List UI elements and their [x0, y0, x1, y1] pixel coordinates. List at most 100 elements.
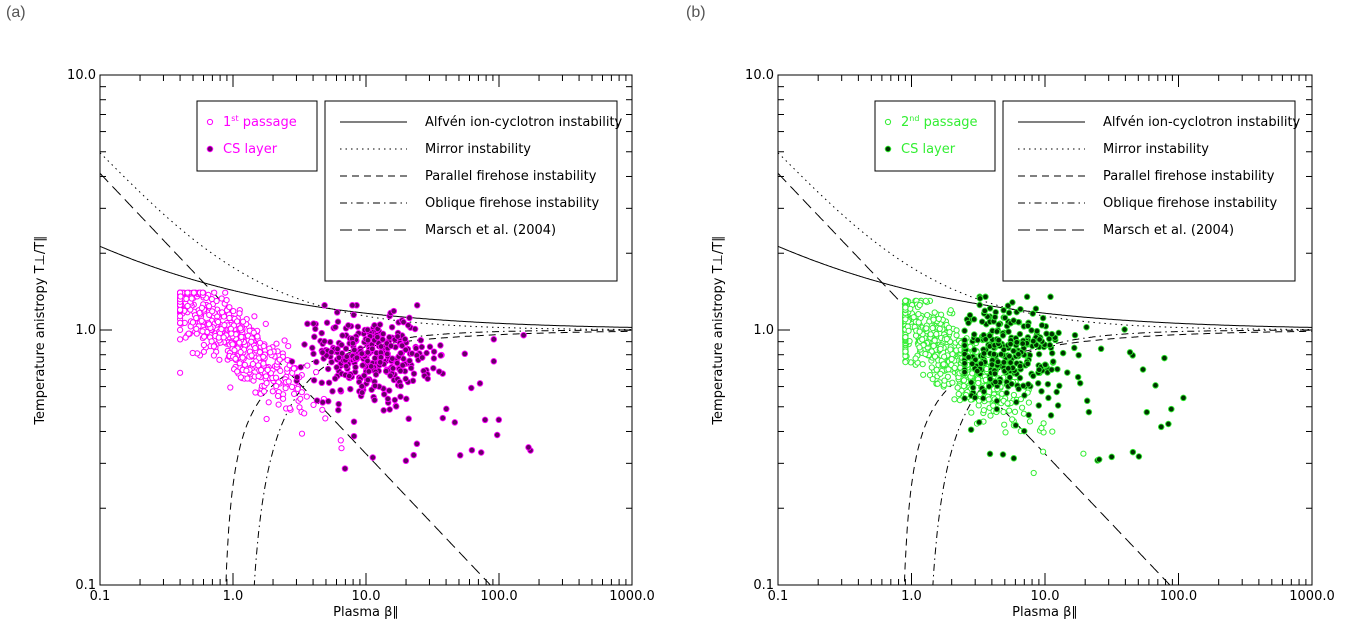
cs-layer-point: [1038, 388, 1045, 395]
cs-layer-point: [384, 395, 392, 403]
legend-points-box: [196, 100, 318, 172]
cs-layer-point: [410, 451, 417, 459]
cs-layer-point: [293, 374, 301, 381]
passage-point: [185, 330, 192, 337]
passage-point: [297, 395, 304, 402]
cs-layer-point: [493, 431, 501, 439]
cs-layer-point: [997, 351, 1005, 358]
cs-layer-point: [1000, 307, 1007, 314]
cs-layer-point: [1007, 359, 1014, 366]
legend-points: 1st passage CS layer: [196, 100, 318, 172]
passage-point: [301, 410, 308, 417]
cs-layer-point: [443, 405, 450, 413]
cs-layer-point: [364, 349, 372, 356]
cs-layer-point: [1143, 408, 1151, 416]
cs-layer-point: [468, 446, 476, 454]
cs-layer-point: [399, 362, 406, 369]
passage-point: [319, 406, 326, 413]
cs-layer-point: [1012, 422, 1020, 429]
cs-layer-point: [338, 350, 346, 357]
cs-layer-point: [1045, 335, 1053, 343]
passage-point: [227, 384, 234, 391]
passage-point: [223, 297, 230, 304]
passage-point: [206, 303, 213, 310]
cs-layer-point: [397, 349, 404, 357]
cs-layer-point: [1071, 331, 1079, 339]
axis-ticks: [777, 74, 1313, 586]
cs-layer-point: [394, 333, 401, 340]
cs-layer-point: [410, 370, 418, 377]
passage-point: [189, 319, 196, 326]
cs-layer-point: [1005, 328, 1012, 335]
passage-point: [298, 389, 305, 396]
cs-layer-point: [1048, 349, 1056, 357]
cs-layer-point: [402, 346, 409, 354]
x-tick-label: 0.1: [90, 589, 111, 604]
cs-layer-point: [965, 319, 972, 327]
passage-point: [255, 362, 262, 369]
cs-layer-point: [977, 360, 985, 367]
passage-point: [264, 366, 271, 373]
passage-point: [229, 341, 236, 348]
cs-layer-point: [405, 415, 412, 423]
cs-layer-point: [1056, 382, 1063, 390]
x-tick-label: 1.0: [901, 589, 922, 604]
cs-layer-point: [1009, 299, 1016, 306]
passage-point: [188, 295, 195, 302]
passage-point: [296, 404, 303, 411]
cs-layer-point: [1053, 388, 1060, 396]
legend-lines-box: [324, 100, 618, 282]
cs-layer-point: [347, 385, 354, 393]
cs-layer-point: [991, 370, 999, 377]
cs-layer-point: [413, 302, 421, 309]
y-tick-label: 0.1: [753, 578, 774, 593]
passage-point: [238, 333, 245, 340]
cs-layer-point: [402, 457, 410, 465]
passage-point: [200, 348, 207, 355]
cs-layer-point: [1017, 305, 1024, 313]
cs-layer-point: [321, 302, 328, 309]
passage-point: [251, 313, 258, 320]
passage-point: [322, 415, 329, 422]
cs-layer-point: [1025, 411, 1032, 419]
passage-point: [953, 327, 960, 334]
legend-lines: Alfvén ion-cyclotron instability Mirror i…: [324, 100, 623, 282]
cs-layer-point: [1019, 340, 1026, 347]
legend-line-label: Mirror instability: [1103, 142, 1209, 157]
cs-layer-point: [1020, 427, 1028, 435]
cs-layer-point: [384, 350, 391, 358]
cs-layer-point: [297, 363, 304, 371]
passage-point: [221, 322, 228, 329]
cs-layer-point: [335, 354, 343, 361]
passage-point: [211, 289, 218, 296]
legend-lines: Alfvén ion-cyclotron instability Mirror i…: [1002, 100, 1301, 282]
x-tick-label: 1000.0: [1289, 589, 1335, 604]
cs-layer-point: [1049, 358, 1057, 365]
cs-layer-point: [371, 382, 379, 390]
cs-layer-point: [377, 343, 385, 350]
cs-layer-point: [350, 432, 358, 440]
cs-layer-point: [1071, 344, 1078, 352]
cs-layer-point: [456, 452, 464, 459]
passage-point: [260, 353, 267, 360]
cs-layer-point: [1035, 366, 1043, 373]
passage-point: [261, 388, 268, 395]
y-tick-label: 0.1: [75, 578, 96, 593]
passage-points: [177, 289, 345, 452]
cs-layer-point: [1028, 327, 1035, 334]
passage-point: [931, 353, 939, 360]
cs-layer-point: [978, 318, 986, 325]
plot-area: [100, 152, 632, 585]
cs-layer-point: [986, 375, 994, 383]
passage-point: [243, 367, 250, 374]
passage-point: [239, 354, 246, 361]
passage-point: [230, 308, 237, 315]
passage-point: [237, 374, 244, 381]
cs-layer-point: [1044, 380, 1052, 388]
cs-layer-point: [1016, 362, 1024, 370]
cs-layer-point: [1013, 398, 1020, 406]
cs-layer-point: [1083, 397, 1091, 405]
passage-point: [953, 332, 960, 339]
cs-layer-point: [1059, 349, 1067, 357]
